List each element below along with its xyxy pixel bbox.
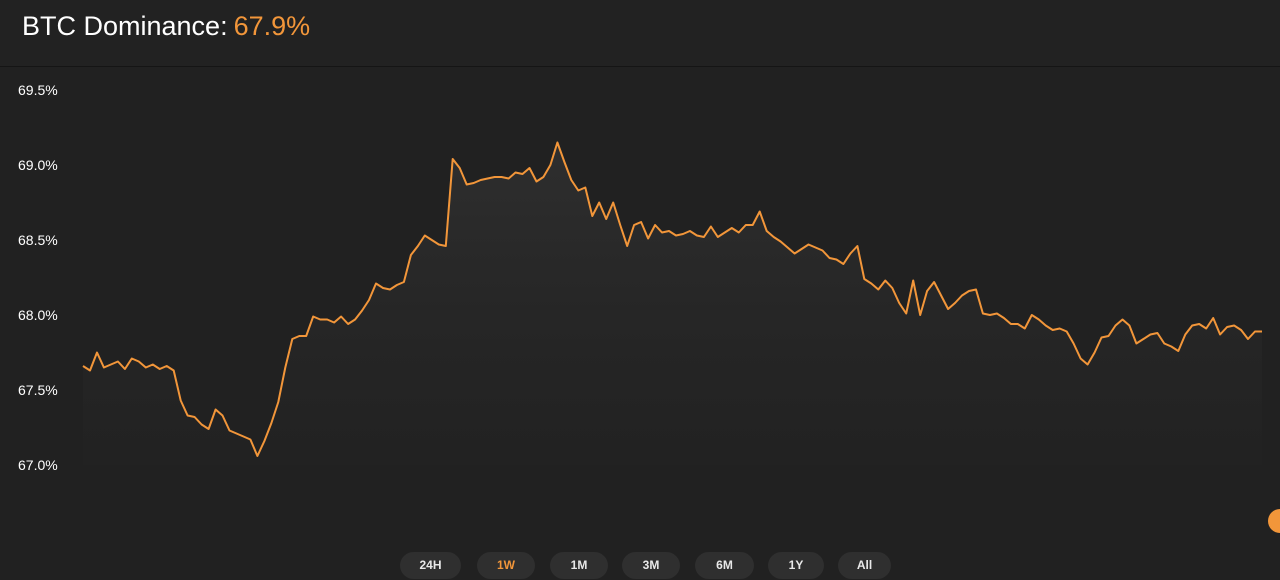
- range-3m-button[interactable]: 3M: [622, 552, 680, 579]
- range-selector: 24H 1W 1M 3M 6M 1Y All: [0, 552, 1280, 580]
- title-label: BTC Dominance:: [22, 11, 228, 41]
- series-area: [83, 142, 1262, 465]
- title-value: 67.9%: [233, 11, 311, 41]
- series-line: [82, 141, 1262, 457]
- range-1m-button[interactable]: 1M: [550, 552, 608, 579]
- range-6m-button[interactable]: 6M: [695, 552, 754, 579]
- y-tick-label: 67.5%: [18, 382, 58, 398]
- range-1w-button[interactable]: 1W: [477, 552, 535, 579]
- range-all-button[interactable]: All: [838, 552, 891, 579]
- y-tick-label: 67.0%: [18, 457, 58, 473]
- header: BTC Dominance: 67.9%: [0, 0, 1280, 67]
- scroll-handle[interactable]: [1268, 509, 1280, 533]
- y-tick-label: 69.5%: [18, 82, 58, 98]
- y-tick-label: 68.0%: [18, 307, 58, 323]
- y-tick-label: 69.0%: [18, 157, 58, 173]
- range-24h-button[interactable]: 24H: [400, 552, 461, 579]
- range-1y-button[interactable]: 1Y: [768, 552, 824, 579]
- y-tick-label: 68.5%: [18, 232, 58, 248]
- dominance-chart: 69.5% 69.0% 68.5% 68.0% 67.5% 67.0%: [18, 82, 1262, 473]
- page-title: BTC Dominance: 67.9%: [22, 9, 310, 43]
- chart-area: 69.5% 69.0% 68.5% 68.0% 67.5% 67.0% 24H 1W 1M…: [0, 68, 1280, 579]
